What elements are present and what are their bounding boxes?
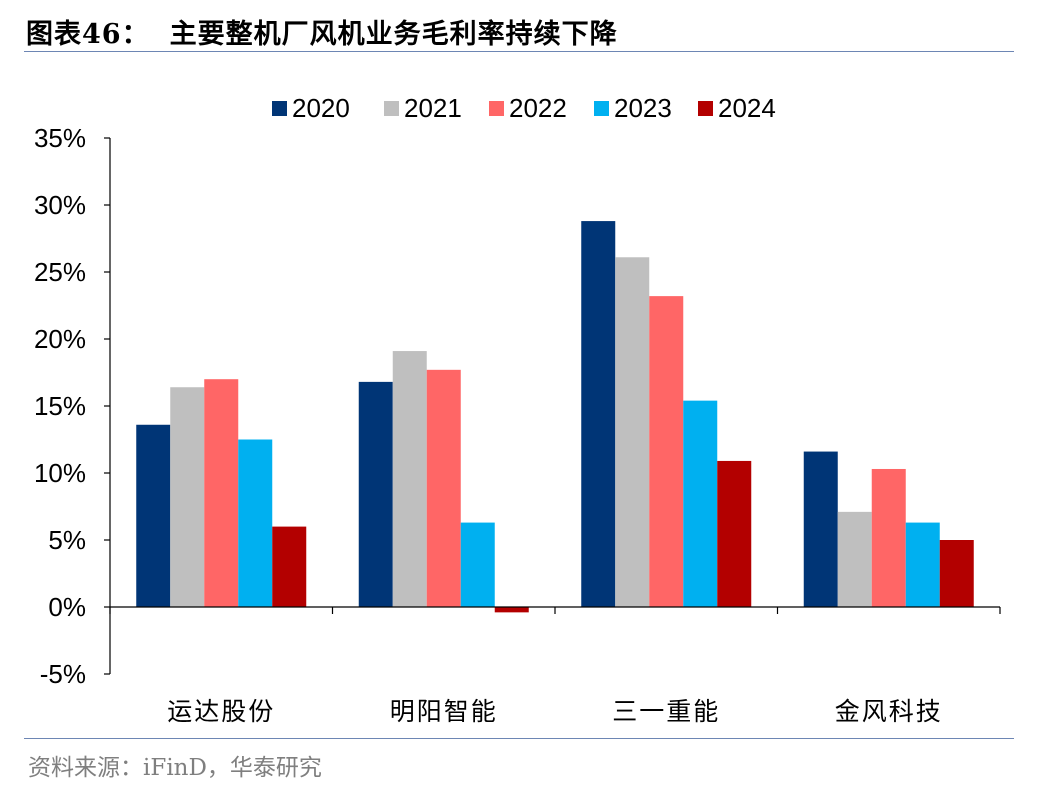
y-tick-label: 15% [34, 391, 86, 421]
y-tick-label: 25% [34, 257, 86, 287]
legend-swatch-2020 [272, 101, 287, 116]
bar-2020 [358, 381, 393, 607]
bar-2022 [871, 468, 906, 607]
bar-2020 [803, 451, 838, 607]
y-tick-label: 35% [34, 123, 86, 153]
y-tick-label: 5% [48, 525, 86, 555]
y-tick-label: 10% [34, 458, 86, 488]
x-category-label: 三一重能 [612, 697, 720, 726]
bar-2021 [392, 351, 427, 607]
legend-swatch-2022 [489, 101, 504, 116]
bar-2024 [272, 526, 307, 607]
bar-2023 [683, 400, 718, 607]
figure-header: 图表46： 主要整机厂风机业务毛利率持续下降 [26, 12, 618, 51]
legend-swatch-2021 [384, 101, 399, 116]
bar-2023 [905, 522, 940, 607]
figure-title: 主要整机厂风机业务毛利率持续下降 [169, 19, 618, 50]
bar-2022 [204, 379, 239, 607]
bar-2024 [717, 460, 752, 607]
bar-2024 [939, 540, 974, 607]
bar-2022 [426, 369, 461, 607]
bar-2021 [615, 257, 650, 607]
y-tick-label: 30% [34, 190, 86, 220]
bar-2021 [837, 511, 872, 607]
x-category-label: 明阳智能 [390, 697, 498, 726]
legend-label: 2021 [404, 93, 462, 123]
x-category-label: 运达股份 [167, 697, 275, 726]
y-tick-label: 20% [34, 324, 86, 354]
figure-label: 图表46： [26, 19, 150, 50]
legend-label: 2022 [509, 93, 567, 123]
x-category-label: 金风科技 [835, 697, 943, 726]
bar-2023 [238, 439, 273, 607]
y-tick-label: 0% [48, 592, 86, 622]
header-divider [24, 51, 1014, 52]
bar-2024 [494, 607, 529, 613]
legend-swatch-2024 [698, 101, 713, 116]
bar-2022 [649, 296, 684, 607]
bar-2023 [460, 522, 495, 607]
y-tick-label: -5% [40, 659, 86, 689]
source-note: 资料来源：iFinD，华泰研究 [28, 755, 322, 781]
legend-label: 2024 [718, 93, 776, 123]
bar-2020 [136, 424, 171, 607]
legend-label: 2020 [292, 93, 350, 123]
bar-2021 [170, 387, 205, 607]
legend-swatch-2023 [594, 101, 609, 116]
footer-divider [24, 738, 1014, 739]
bar-2020 [581, 221, 616, 607]
legend-label: 2023 [614, 93, 672, 123]
